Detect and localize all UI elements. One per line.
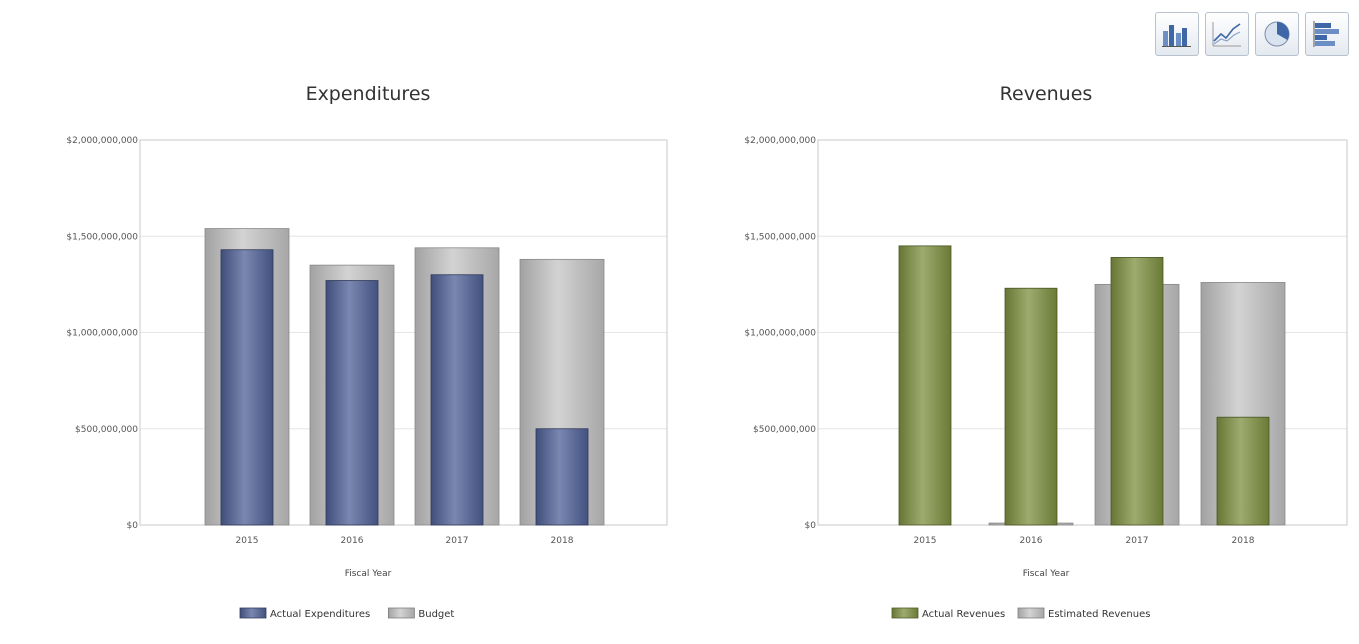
y-tick-label: $0 — [805, 521, 817, 531]
expenditures-chart: Expenditures $0 $500,000,000 $1,000,000,000… — [66, 83, 668, 620]
bar-actual-revenues-2015 — [898, 245, 952, 526]
legend-label-actual-expenditures: Actual Expenditures — [270, 609, 370, 620]
y-tick-label: $1,500,000,000 — [66, 232, 138, 242]
y-tick-label: $1,500,000,000 — [744, 232, 816, 242]
line-chart-button[interactable] — [1205, 12, 1249, 56]
horizontal-bar-chart-button[interactable] — [1305, 12, 1349, 56]
y-tick-label: $500,000,000 — [75, 425, 138, 435]
bar-actual-expenditures-2015 — [220, 249, 274, 526]
legend-swatch-actual-expenditures — [239, 607, 267, 619]
x-tick-label: 2016 — [341, 536, 364, 546]
x-tick-label: 2018 — [551, 536, 574, 546]
bar-chart-icon — [1162, 25, 1191, 47]
y-tick-label: $2,000,000,000 — [66, 136, 138, 146]
y-tick-label: $0 — [127, 521, 139, 531]
y-tick-label: $500,000,000 — [753, 425, 816, 435]
x-tick-label: 2015 — [914, 536, 937, 546]
legend-label-actual-revenues: Actual Revenues — [922, 609, 1005, 620]
pie-chart-icon — [1264, 21, 1290, 47]
bar-actual-revenues-2018 — [1216, 416, 1270, 526]
chart-title: Expenditures — [306, 83, 431, 105]
legend-swatch-estimated-revenues — [1017, 607, 1045, 619]
x-axis-label: Fiscal Year — [1023, 569, 1070, 579]
line-chart-icon — [1212, 22, 1241, 47]
y-tick-label: $1,000,000,000 — [744, 329, 816, 339]
legend-swatch-actual-revenues — [891, 607, 919, 619]
revenues-chart: Revenues $0 $500,000,000 $1,000,000,000 $1,5… — [744, 83, 1348, 620]
horizontal-bar-chart-icon — [1313, 21, 1339, 47]
bar-chart-button[interactable] — [1155, 12, 1199, 56]
x-tick-label: 2015 — [236, 536, 259, 546]
x-tick-label: 2018 — [1232, 536, 1255, 546]
plot-area-border — [817, 139, 1348, 526]
bar-actual-revenues-2017 — [1110, 257, 1164, 526]
legend-label-budget: Budget — [418, 609, 454, 620]
y-tick-label: $2,000,000,000 — [744, 136, 816, 146]
legend-label-estimated-revenues: Estimated Revenues — [1048, 609, 1150, 620]
x-tick-label: 2016 — [1020, 536, 1043, 546]
chart-type-toolbar — [1155, 12, 1349, 56]
bar-actual-expenditures-2016 — [325, 280, 379, 526]
x-tick-label: 2017 — [1126, 536, 1149, 546]
y-tick-label: $1,000,000,000 — [66, 329, 138, 339]
bar-actual-revenues-2016 — [1004, 287, 1058, 526]
x-tick-label: 2017 — [446, 536, 469, 546]
pie-chart-button[interactable] — [1255, 12, 1299, 56]
bar-actual-expenditures-2017 — [430, 274, 484, 526]
plot-area-border — [139, 139, 668, 526]
bar-actual-expenditures-2018 — [535, 428, 589, 526]
x-axis-label: Fiscal Year — [345, 569, 392, 579]
chart-title: Revenues — [1000, 83, 1093, 105]
legend-swatch-budget — [387, 607, 415, 619]
